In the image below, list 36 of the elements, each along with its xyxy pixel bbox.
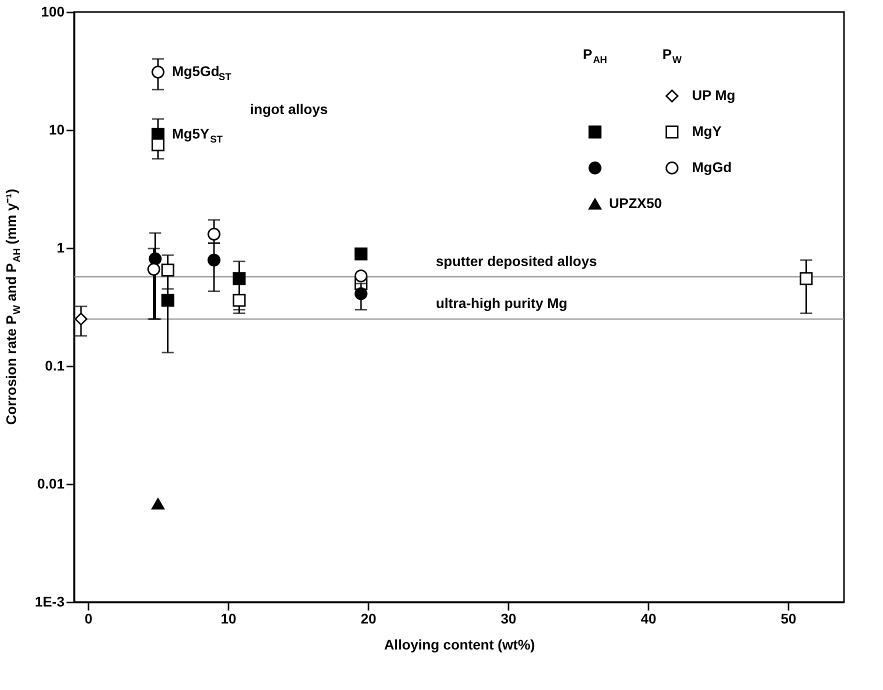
ref-line-label: ultra-high purity Mg [436, 295, 568, 312]
x-tick-label: 50 [780, 610, 796, 626]
ref-line-label: sputter deposited alloys [436, 252, 598, 269]
legend-label: UP Mg [692, 87, 736, 103]
annotation: ingot alloys [250, 101, 328, 117]
point [152, 498, 164, 510]
x-tick-label: 20 [360, 610, 376, 626]
point [74, 312, 88, 326]
y-tick-label: 0.01 [37, 476, 65, 492]
y-tick-label: 100 [41, 4, 65, 20]
legend-label: MgY [692, 123, 722, 139]
y-axis-title: Corrosion rate PW and PAH (mm y⁻¹) [3, 188, 23, 425]
y-tick-label: 0.1 [45, 358, 65, 374]
point [161, 264, 174, 277]
x-tick-label: 30 [500, 610, 516, 626]
point [208, 254, 220, 267]
point [152, 66, 164, 78]
point [152, 138, 164, 152]
point [232, 294, 246, 307]
point [354, 248, 368, 260]
point [161, 294, 174, 307]
x-tick-label: 40 [640, 610, 656, 626]
point [354, 287, 368, 300]
point [147, 262, 160, 276]
x-tick-label: 0 [84, 610, 93, 626]
legend-label: MgGd [692, 159, 732, 175]
x-axis-title: Alloying content (wt%) [384, 636, 535, 652]
point [354, 269, 368, 282]
y-tick-label: 1 [56, 240, 65, 256]
point [232, 272, 246, 286]
x-tick-label: 10 [220, 610, 236, 626]
y-tick-label: 10 [48, 122, 65, 138]
point [800, 272, 813, 286]
legend-label: UPZX50 [609, 195, 662, 211]
point [208, 228, 220, 241]
y-tick-label: 1E-3 [34, 594, 65, 610]
